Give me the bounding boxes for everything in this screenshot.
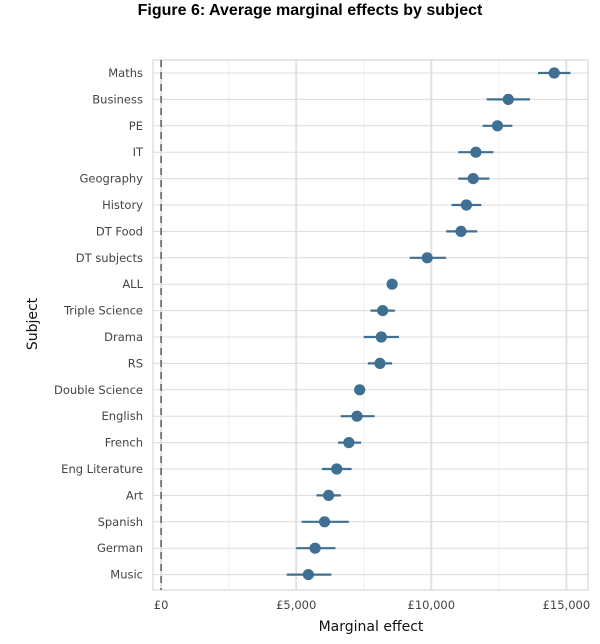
plot-panel — [152, 59, 589, 591]
estimate-point — [455, 225, 467, 237]
estimate-point — [354, 384, 366, 396]
estimate-point — [309, 542, 321, 554]
panel-border — [152, 59, 589, 591]
y-tick-label: Business — [92, 92, 143, 106]
y-tick-label: PE — [129, 119, 143, 133]
estimate-point — [318, 516, 331, 528]
estimate-point — [386, 278, 398, 290]
y-axis-ticks: Maths Business PE IT Geography History DT Food… — [54, 66, 144, 582]
data-marks — [286, 67, 571, 581]
y-tick-label: Drama — [104, 330, 143, 344]
y-tick-label: ALL — [122, 277, 143, 291]
x-axis-ticks: £0 £5,000 £10,000 £15,000 — [154, 598, 590, 612]
y-tick-label: Triple Science — [63, 304, 143, 318]
y-tick-label: History — [102, 198, 143, 212]
estimate-point — [302, 569, 314, 581]
y-tick-label: DT Food — [96, 224, 143, 238]
estimate-point — [470, 146, 482, 158]
y-tick-label: Music — [110, 568, 143, 582]
y-tick-label: Double Science — [54, 383, 143, 397]
y-tick-label: Art — [126, 488, 144, 502]
estimate-point — [460, 199, 473, 211]
y-tick-label: RS — [128, 356, 143, 370]
estimate-point — [331, 463, 343, 475]
estimate-point — [548, 67, 560, 79]
y-tick-label: Geography — [80, 172, 144, 186]
estimate-point — [375, 331, 387, 343]
estimate-point — [502, 93, 514, 105]
estimate-point — [343, 437, 355, 449]
x-tick-label: £5,000 — [276, 598, 316, 612]
estimate-point — [467, 173, 479, 185]
estimate-point — [374, 357, 386, 369]
x-tick-label: £10,000 — [408, 598, 456, 612]
estimate-point — [421, 252, 433, 264]
x-tick-label: £0 — [154, 598, 169, 612]
y-tick-label: DT subjects — [76, 251, 143, 265]
y-tick-label: German — [97, 541, 143, 555]
estimate-point — [323, 489, 335, 501]
y-tick-label: Spanish — [98, 515, 143, 529]
y-tick-label: Eng Literature — [61, 462, 143, 476]
y-tick-label: English — [101, 409, 143, 423]
y-tick-label: Maths — [108, 66, 143, 80]
chart-title: Figure 6: Average marginal effects by su… — [138, 2, 483, 19]
x-tick-label: £15,000 — [543, 598, 591, 612]
y-tick-label: French — [105, 436, 143, 450]
y-tick-label: IT — [133, 145, 144, 159]
estimate-point — [351, 410, 363, 422]
estimate-point — [377, 305, 389, 317]
x-axis-title: Marginal effect — [319, 619, 424, 635]
y-axis-title: Subject — [25, 297, 41, 350]
estimate-point — [491, 120, 504, 132]
